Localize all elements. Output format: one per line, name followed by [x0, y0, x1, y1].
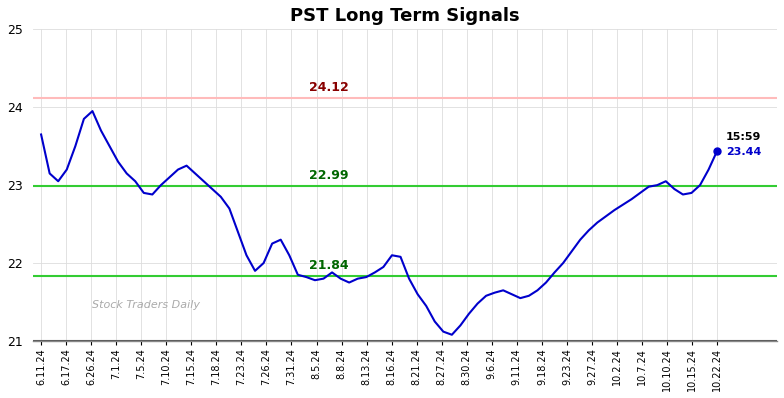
- Text: 24.12: 24.12: [309, 81, 349, 94]
- Text: 22.99: 22.99: [309, 169, 348, 182]
- Text: 23.44: 23.44: [726, 147, 761, 157]
- Title: PST Long Term Signals: PST Long Term Signals: [290, 7, 520, 25]
- Text: 21.84: 21.84: [309, 259, 348, 271]
- Text: Stock Traders Daily: Stock Traders Daily: [92, 300, 200, 310]
- Text: 15:59: 15:59: [726, 132, 761, 142]
